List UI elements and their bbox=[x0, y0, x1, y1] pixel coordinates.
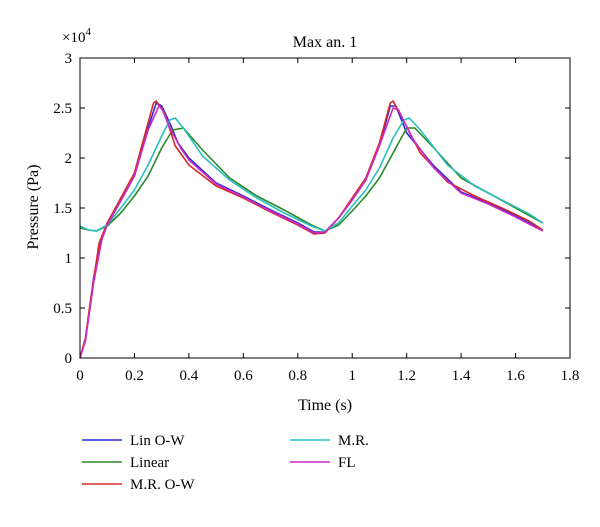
x-tick-label: 0.2 bbox=[125, 368, 144, 384]
legend-label-2: M.R. O-W bbox=[130, 477, 195, 493]
legend-label-3: M.R. bbox=[338, 433, 369, 449]
legend: Lin O-W Linear M.R. O-W M.R. FL bbox=[82, 433, 369, 493]
x-tick-label: 1.2 bbox=[397, 368, 416, 384]
series-line-2 bbox=[79, 100, 544, 359]
plot-lines bbox=[79, 100, 544, 359]
y-ticks: 0 0.5 1 1.5 2 2.5 3 bbox=[53, 51, 570, 367]
x-ticks: 0 0.2 0.4 0.6 0.8 1 1.2 1.4 1.6 1.8 bbox=[76, 58, 579, 384]
series-line-4 bbox=[79, 105, 544, 359]
x-tick-label: 1 bbox=[348, 368, 356, 384]
y-tick-label: 1 bbox=[65, 251, 73, 267]
y-tick-label: 0.5 bbox=[53, 301, 72, 317]
legend-label-1: Linear bbox=[130, 455, 169, 471]
series-line-0 bbox=[79, 102, 544, 359]
x-tick-label: 1.4 bbox=[452, 368, 471, 384]
y-tick-label: 3 bbox=[65, 51, 73, 67]
series-line-3 bbox=[79, 117, 544, 232]
x-tick-label: 0 bbox=[76, 368, 84, 384]
chart-title: Max an. 1 bbox=[293, 34, 357, 51]
y-tick-label: 2.5 bbox=[53, 101, 72, 117]
y-tick-label: 2 bbox=[65, 151, 73, 167]
series-line-1 bbox=[79, 127, 544, 232]
y-tick-label: 1.5 bbox=[53, 201, 72, 217]
y-multiplier: ×104 bbox=[62, 26, 91, 46]
x-tick-label: 0.6 bbox=[234, 368, 253, 384]
x-tick-label: 0.8 bbox=[288, 368, 307, 384]
x-axis-label: Time (s) bbox=[298, 397, 352, 414]
x-tick-label: 0.4 bbox=[180, 368, 199, 384]
plot-frame bbox=[79, 57, 571, 359]
y-axis-label: Pressure (Pa) bbox=[25, 165, 42, 250]
y-multiplier-base: ×10 bbox=[62, 30, 85, 46]
legend-label-0: Lin O-W bbox=[130, 433, 185, 449]
y-multiplier-exponent: 4 bbox=[85, 26, 91, 38]
x-tick-label: 1.6 bbox=[506, 368, 525, 384]
y-tick-label: 0 bbox=[65, 351, 73, 367]
legend-label-4: FL bbox=[338, 455, 356, 471]
x-tick-label: 1.8 bbox=[561, 368, 580, 384]
